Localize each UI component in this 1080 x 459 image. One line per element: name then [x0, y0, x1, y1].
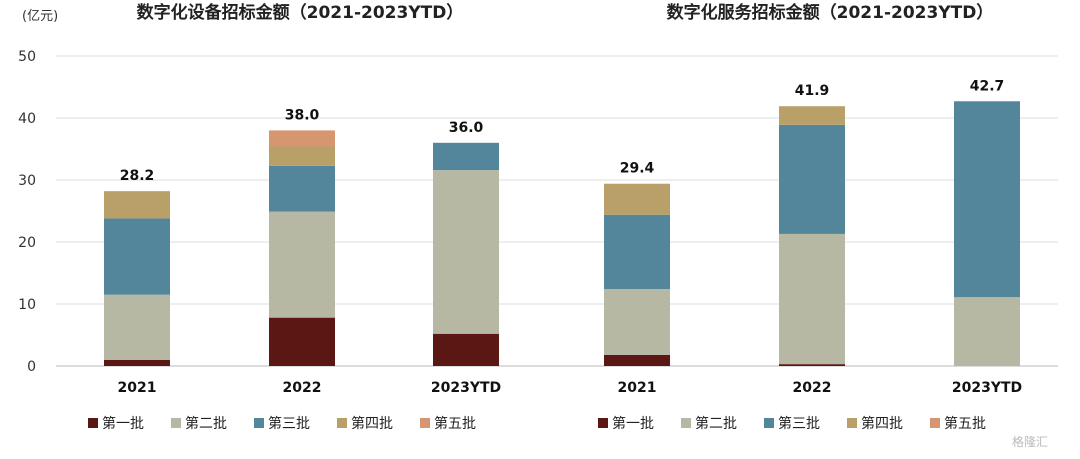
legend-label: 第四批: [351, 415, 393, 432]
legend-swatch: [88, 418, 98, 428]
total-label: 29.4: [620, 161, 655, 177]
y-tick-label: 40: [18, 111, 36, 127]
y-tick-label: 20: [18, 235, 36, 251]
legends: 第一批 第二批 第三批 第四批 第五批 第一批 第二批 第三批 第四批 第五批: [88, 415, 986, 432]
bar-segment: [954, 297, 1020, 366]
bar-segment: [104, 294, 170, 360]
bar-segment: [269, 130, 335, 147]
legend-swatch: [254, 418, 264, 428]
chart-title-equipment: 数字化设备招标金额（2021-2023YTD）: [137, 2, 464, 23]
bar-segment: [604, 214, 670, 290]
category-label: 2021: [118, 380, 157, 396]
total-label: 38.0: [285, 107, 320, 123]
legend-swatch: [930, 418, 940, 428]
bar-segment: [954, 101, 1020, 298]
bar-segment: [104, 191, 170, 219]
legend-label: 第三批: [778, 415, 820, 432]
legend-swatch: [598, 418, 608, 428]
y-tick-label: 30: [18, 173, 36, 189]
bar-segment: [104, 359, 170, 366]
bar-segment: [269, 165, 335, 212]
legend-label: 第一批: [102, 415, 144, 432]
category-label: 2022: [793, 380, 832, 396]
total-label: 36.0: [449, 120, 484, 136]
legend-label: 第四批: [861, 415, 903, 432]
legend-label: 第五批: [944, 415, 986, 432]
bar-segment: [269, 211, 335, 318]
bar-segment: [779, 124, 845, 234]
bar-segment: [604, 183, 670, 215]
bar-segment: [604, 354, 670, 366]
legend-label: 第三批: [268, 415, 310, 432]
bar-segment: [779, 233, 845, 365]
watermark: 格隆汇: [1012, 434, 1048, 449]
legend-label: 第二批: [185, 415, 227, 432]
category-label: 2021: [618, 380, 657, 396]
bar-segment: [269, 146, 335, 166]
bars: 28.2 2021 38.0 2022 36.0 2023YTD 29.4 2021 41.9 2…: [104, 78, 1022, 396]
category-label: 2023YTD: [431, 380, 501, 396]
y-axis: 0 10 20 30 40 50: [18, 49, 36, 375]
bar-segment: [269, 317, 335, 366]
total-label: 28.2: [120, 168, 155, 184]
legend-swatch: [171, 418, 181, 428]
legend-label: 第二批: [695, 415, 737, 432]
y-tick-label: 0: [27, 359, 36, 375]
legend-swatch: [764, 418, 774, 428]
legend-swatch: [337, 418, 347, 428]
legend-swatch: [420, 418, 430, 428]
bar-segment: [433, 333, 499, 366]
bar-segment: [779, 364, 845, 366]
bar-segment: [779, 106, 845, 125]
bar-segment: [604, 289, 670, 355]
legend-swatch: [681, 418, 691, 428]
unit-label: (亿元): [22, 9, 58, 24]
bar-segment: [433, 170, 499, 334]
y-tick-label: 50: [18, 49, 36, 65]
chart-title-services: 数字化服务招标金额（2021-2023YTD）: [667, 2, 994, 23]
total-label: 41.9: [795, 83, 830, 99]
bar-segment: [104, 218, 170, 295]
category-label: 2023YTD: [952, 380, 1022, 396]
category-label: 2022: [283, 380, 322, 396]
total-label: 42.7: [970, 78, 1005, 94]
legend-label: 第五批: [434, 415, 476, 432]
bar-segment: [433, 142, 499, 171]
legend-label: 第一批: [612, 415, 654, 432]
y-tick-label: 10: [18, 297, 36, 313]
legend-swatch: [847, 418, 857, 428]
gridlines: [56, 55, 1058, 367]
